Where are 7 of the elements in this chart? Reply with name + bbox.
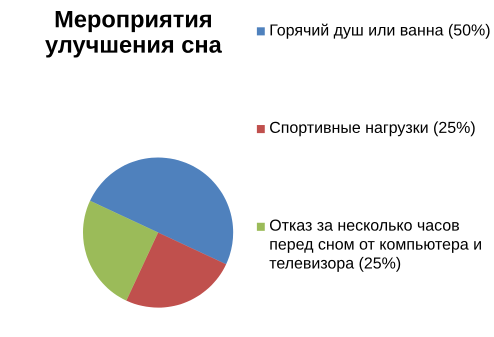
legend-label: Спортивные нагрузки (25%) (270, 121, 475, 136)
chart-title: Мероприятия улучшения сна (45, 10, 222, 58)
pie-slice (126, 232, 226, 308)
pie-slice (90, 157, 234, 264)
legend-label: Горячий душ или ванна (50%) (270, 24, 490, 39)
legend-label: Отказ за несколько часов перед сном от компьютера и телевизора (25%) (270, 219, 481, 272)
pie-slice (83, 200, 158, 301)
